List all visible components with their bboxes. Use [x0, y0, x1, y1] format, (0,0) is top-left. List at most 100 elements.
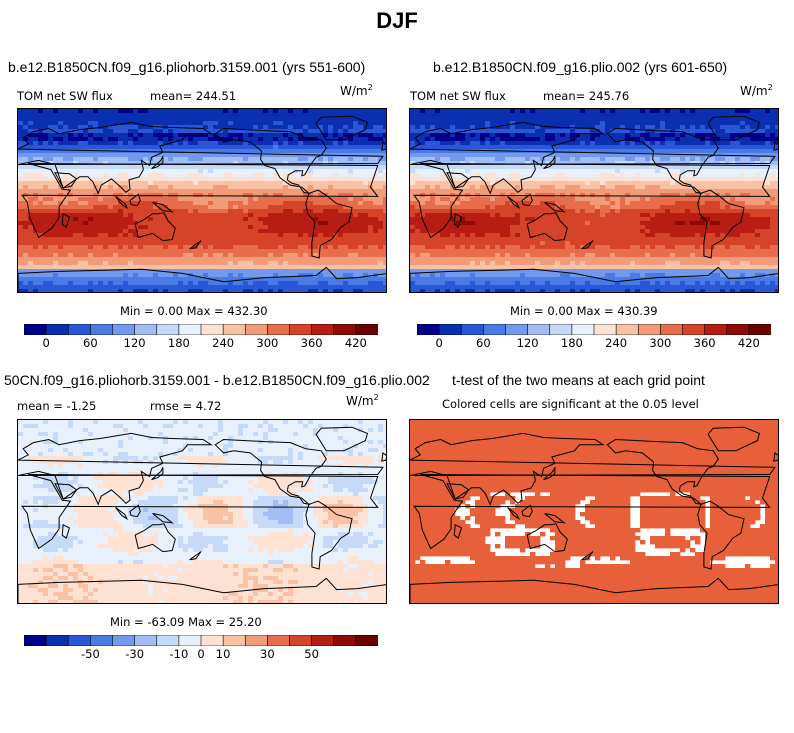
panel2-variable: TOM net SW flux: [410, 89, 506, 103]
panel1-minmax: Min = 0.00 Max = 432.30: [120, 304, 268, 318]
coastline-new-zealand: [581, 551, 594, 561]
coastline-borneo: [129, 193, 141, 207]
coastline-north-america: [214, 127, 327, 195]
coastline-uk: [773, 451, 778, 462]
coastline-uk: [381, 140, 386, 151]
coastline-new-guinea: [544, 513, 566, 524]
panel1-mean: mean= 244.51: [150, 89, 237, 103]
panel1-units: W/m2: [340, 83, 373, 98]
coastline-north-america: [606, 438, 719, 506]
coastline-north-america: [606, 127, 719, 195]
panel3-colorbar: [24, 635, 378, 646]
coastline-australia: [134, 523, 176, 553]
coastline-arabia: [54, 172, 78, 189]
coastline-antarctica: [18, 577, 386, 603]
colorbar-swatch: [527, 324, 551, 335]
colorbar-swatch: [460, 324, 484, 335]
colorbar-swatch: [483, 324, 507, 335]
colorbar-swatch: [355, 635, 378, 646]
coastline-sumatra: [115, 196, 129, 210]
colorbar-tick-label: 240: [605, 336, 628, 350]
coastline-greenland: [315, 115, 369, 141]
map-field-cells: [18, 420, 386, 603]
colorbar-swatch: [90, 324, 114, 335]
colorbar-tick-label: 420: [737, 336, 760, 350]
coastline-borneo: [521, 193, 533, 207]
panel3-minmax: Min = -63.09 Max = 25.20: [110, 615, 262, 629]
coastline-new-zealand: [189, 240, 202, 250]
coastline-australia: [526, 212, 568, 242]
colorbar-swatch: [682, 324, 706, 335]
colorbar-swatch: [615, 324, 639, 335]
colorbar-swatch: [24, 324, 47, 335]
colorbar-tick-label: 120: [516, 336, 539, 350]
colorbar-swatch: [244, 635, 268, 646]
colorbar-swatch: [222, 324, 246, 335]
panel2-title: b.e12.B1850CN.f09_g16.plio.002 (yrs 601-…: [433, 59, 728, 75]
coastline-new-guinea: [152, 202, 174, 213]
coastline-sumatra: [507, 507, 521, 521]
panel1-colorbar: [24, 324, 378, 335]
colorbar-tick-label: 240: [212, 336, 235, 350]
panel1-title: b.e12.B1850CN.f09_g16.pliohorb.3159.001 …: [8, 59, 366, 75]
coastline-australia: [134, 212, 176, 242]
colorbar-swatch: [505, 324, 529, 335]
colorbar-swatch: [311, 324, 335, 335]
colorbar-swatch: [289, 324, 313, 335]
colorbar-swatch: [134, 324, 158, 335]
panel4-subtitle: Colored cells are significant at the 0.0…: [442, 397, 699, 411]
colorbar-tick-label: 360: [300, 336, 323, 350]
coastline-new-zealand: [189, 551, 202, 561]
coastline-japan: [151, 156, 164, 170]
coastline-new-zealand: [581, 240, 594, 250]
panel2-colorbar: [417, 324, 771, 335]
colorbar-swatch: [67, 324, 91, 335]
colorbar-tick-label: 360: [693, 336, 716, 350]
coastline-antarctica: [410, 266, 778, 292]
colorbar-swatch: [417, 324, 440, 335]
colorbar-swatch: [45, 635, 69, 646]
colorbar-swatch: [90, 635, 114, 646]
panel1-variable: TOM net SW flux: [17, 89, 113, 103]
colorbar-swatch: [45, 324, 69, 335]
coastline-madagascar: [61, 213, 71, 229]
colorbar-swatch: [200, 324, 224, 335]
coastline-europe-asia: [410, 432, 776, 506]
colorbar-swatch: [637, 324, 661, 335]
colorbar-swatch: [571, 324, 595, 335]
coastline-australia: [526, 523, 568, 553]
coastline-madagascar: [453, 213, 463, 229]
colorbar-tick-label: 0: [42, 336, 50, 350]
coastline-south-america: [305, 189, 353, 259]
colorbar-tick-label: 120: [123, 336, 146, 350]
coastline-south-america: [697, 189, 745, 259]
coastline-south-america: [697, 500, 745, 570]
coastline-madagascar: [61, 524, 71, 540]
colorbar-swatch: [333, 635, 357, 646]
panel3-mean: mean = -1.25: [17, 399, 97, 413]
panel3-map: [17, 419, 387, 604]
panel2-units: W/m2: [740, 83, 773, 98]
colorbar-swatch: [267, 635, 291, 646]
colorbar-swatch: [355, 324, 378, 335]
colorbar-swatch: [748, 324, 771, 335]
coastline-arabia: [446, 483, 470, 500]
panel4-map: [409, 419, 779, 604]
coastline-greenland: [707, 426, 761, 452]
colorbar-swatch: [156, 635, 180, 646]
colorbar-swatch: [438, 324, 462, 335]
coastline-japan: [151, 467, 164, 481]
colorbar-swatch: [178, 635, 202, 646]
colorbar-swatch: [112, 635, 136, 646]
coastline-sumatra: [507, 196, 521, 210]
colorbar-tick-label: 420: [344, 336, 367, 350]
coastline-antarctica: [410, 577, 778, 603]
coastline-greenland: [315, 426, 369, 452]
colorbar-swatch: [267, 324, 291, 335]
colorbar-tick-label: -30: [125, 647, 145, 661]
colorbar-swatch: [112, 324, 136, 335]
coastline-borneo: [521, 504, 533, 518]
coastline-north-america: [214, 438, 327, 506]
coastline-antarctica: [18, 266, 386, 292]
coastline-africa: [413, 474, 771, 550]
